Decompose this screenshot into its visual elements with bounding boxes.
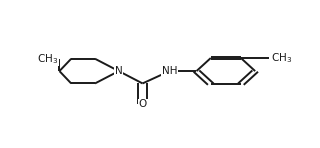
Text: NH: NH [162,66,177,76]
Text: CH$_3$: CH$_3$ [271,51,292,65]
Text: CH$_3$: CH$_3$ [37,52,58,66]
Text: N: N [115,66,123,76]
Text: O: O [139,99,147,110]
